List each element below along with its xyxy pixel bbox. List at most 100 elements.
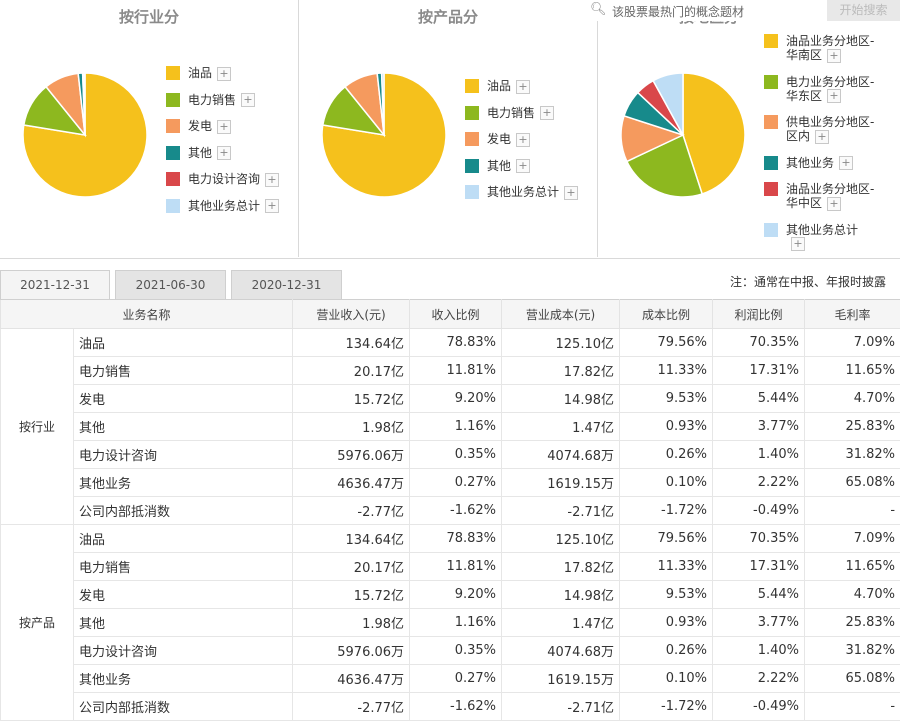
expand-plus-icon[interactable]: +: [516, 132, 531, 147]
value-cell: 17.31%: [712, 356, 806, 385]
search-input[interactable]: 该股票最热门的概念题材: [612, 5, 745, 19]
expand-plus-icon[interactable]: +: [827, 89, 842, 103]
search-button[interactable]: 开始搜索: [827, 0, 900, 21]
value-cell: 0.10%: [619, 468, 714, 497]
value-cell: 1.98亿: [292, 412, 411, 441]
value-cell: -: [804, 692, 900, 721]
value-cell: 79.56%: [619, 524, 714, 553]
header-revenue: 营业收入(元): [292, 299, 411, 329]
expand-plus-icon[interactable]: +: [540, 106, 555, 120]
value-cell: 0.10%: [619, 664, 714, 693]
value-cell: 20.17亿: [292, 356, 411, 385]
business-name-cell: 电力销售: [72, 356, 294, 385]
legend-item[interactable]: 其他业务 +: [764, 155, 876, 170]
value-cell: 7.09%: [804, 328, 900, 357]
legend-item[interactable]: 其他 +: [166, 145, 279, 160]
tab-2020-12-31[interactable]: 2020-12-31: [231, 270, 342, 299]
expand-plus-icon[interactable]: +: [564, 185, 579, 200]
legend-item[interactable]: 电力业务分地区-华东区 +: [764, 74, 876, 103]
tab-2021-12-31[interactable]: 2021-12-31: [0, 270, 110, 299]
legend-item[interactable]: 其他业务总计+: [465, 185, 579, 200]
concept-search-bar: 🔍︎ 该股票最热门的概念题材 开始搜索: [584, 0, 900, 21]
value-cell: 1619.15万: [501, 664, 621, 693]
legend-item[interactable]: 发电 +: [166, 119, 279, 134]
value-cell: -1.72%: [619, 692, 714, 721]
value-cell: 134.64亿: [292, 524, 411, 553]
legend-item[interactable]: 电力设计咨询 +: [166, 172, 280, 187]
disclosure-note: 注：通常在中报、年报时披露: [729, 275, 886, 289]
legend-item[interactable]: 其他业务总计+: [764, 222, 876, 251]
value-cell: 9.20%: [409, 580, 503, 609]
business-name-cell: 其他业务: [72, 664, 294, 693]
value-cell: 1.98亿: [292, 608, 411, 637]
industry-pie-chart: [22, 72, 148, 198]
legend-label: 电力业务分地区-华东区: [786, 74, 875, 103]
pie-slice[interactable]: [625, 133, 704, 198]
legend-swatch: [166, 92, 180, 107]
expand-plus-icon[interactable]: +: [217, 119, 232, 134]
value-cell: 0.35%: [409, 636, 503, 665]
business-name-cell: 油品: [72, 524, 294, 553]
value-cell: 0.27%: [409, 664, 503, 693]
value-cell: 4074.68万: [501, 636, 621, 665]
value-cell: -0.49%: [712, 496, 806, 525]
legend-item[interactable]: 电力销售 +: [465, 105, 578, 120]
legend-label: 油品: [188, 66, 213, 80]
expand-plus-icon[interactable]: +: [516, 159, 531, 173]
value-cell: 11.81%: [409, 356, 503, 385]
header-profit-ratio: 利润比例: [712, 299, 806, 329]
table-row: 其他业务 4636.47万 0.27% 1619.15万 0.10% 2.22% 65.08…: [1, 468, 900, 497]
expand-plus-icon[interactable]: +: [265, 199, 280, 213]
legend-item[interactable]: 油品业务分地区-华中区 +: [764, 182, 876, 211]
value-cell: 1619.15万: [501, 468, 621, 497]
region-panel: 按地区分 油品业务分地区-华南区+电力业务分地区-华东区+供电业务分地区-区内+…: [598, 0, 900, 257]
legend-item[interactable]: 其他 +: [465, 158, 578, 173]
legend-item[interactable]: 发电 +: [465, 132, 578, 147]
value-cell: 11.65%: [804, 356, 900, 385]
pie-slice[interactable]: [682, 72, 746, 195]
legend-label: 油品业务分地区-华南区: [786, 34, 875, 62]
pie-slice[interactable]: [380, 72, 385, 136]
expand-plus-icon[interactable]: +: [839, 156, 854, 170]
legend-label: 电力销售: [487, 105, 536, 120]
legend-item[interactable]: 其他业务总计+: [166, 198, 280, 213]
value-cell: 25.83%: [804, 608, 900, 637]
expand-plus-icon[interactable]: +: [516, 79, 531, 94]
legend-item[interactable]: 油品 +: [465, 79, 578, 94]
table-body: 按行业 油品 134.64亿 78.83% 125.10亿 79.56% 70.35% 7.0…: [0, 328, 900, 721]
business-name-cell: 油品: [72, 328, 294, 357]
value-cell: 2.22%: [712, 468, 806, 497]
value-cell: 7.09%: [804, 524, 900, 553]
legend-label: 电力设计咨询: [188, 172, 261, 186]
legend-label: 供电业务分地区-区内: [786, 115, 875, 143]
value-cell: 0.93%: [619, 608, 714, 637]
table-row: 按行业 油品 134.64亿 78.83% 125.10亿 79.56% 70.35% 7.0…: [0, 328, 900, 525]
legend-swatch: [465, 105, 479, 120]
legend-label: 油品业务分地区-华中区: [786, 182, 875, 210]
legend-item[interactable]: 油品业务分地区-华南区 +: [764, 34, 876, 63]
value-cell: 70.35%: [712, 328, 806, 357]
value-cell: -0.49%: [712, 692, 806, 721]
expand-plus-icon[interactable]: +: [815, 129, 830, 144]
tab-2021-06-30[interactable]: 2021-06-30: [115, 270, 226, 299]
expand-plus-icon[interactable]: +: [217, 66, 232, 81]
pie-slice[interactable]: [83, 72, 86, 136]
legend-swatch: [166, 119, 180, 133]
expand-plus-icon[interactable]: +: [217, 146, 232, 160]
business-name-cell: 其他业务: [72, 468, 294, 497]
legend-item[interactable]: 电力销售 +: [166, 92, 279, 107]
expand-plus-icon[interactable]: +: [791, 237, 805, 251]
value-cell: 78.83%: [409, 328, 503, 357]
expand-plus-icon[interactable]: +: [241, 93, 256, 107]
expand-plus-icon[interactable]: +: [827, 48, 842, 63]
expand-plus-icon[interactable]: +: [265, 172, 280, 187]
search-icon: 🔍︎: [590, 2, 607, 17]
region-pie-chart: [620, 72, 746, 198]
header-business-name: 业务名称: [0, 299, 294, 329]
expand-plus-icon[interactable]: +: [827, 196, 842, 211]
value-cell: 31.82%: [804, 636, 900, 665]
legend-item[interactable]: 供电业务分地区-区内 +: [764, 115, 876, 144]
value-cell: 4636.47万: [292, 664, 411, 693]
legend-item[interactable]: 油品 +: [166, 66, 279, 81]
pie-slice[interactable]: [652, 72, 684, 136]
